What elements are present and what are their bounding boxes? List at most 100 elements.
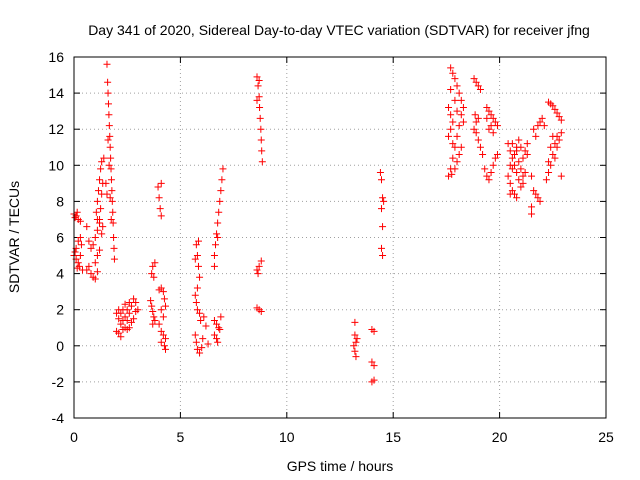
data-point [253,73,261,81]
data-point [547,143,555,151]
data-point [370,376,378,384]
data-point [557,116,565,124]
data-point [455,89,463,97]
data-point [557,172,565,180]
data-point [351,318,359,326]
data-point [508,187,516,195]
data-point [215,324,223,332]
data-point [483,114,491,122]
data-point [447,111,455,119]
data-point [123,306,131,314]
data-point [75,262,83,270]
data-point [97,205,105,213]
data-point [105,111,113,119]
data-point [253,266,261,274]
data-point [528,172,536,180]
data-point [73,208,81,216]
y-axis-label: SDTVAR / TECUs [6,181,22,293]
data-point [132,298,140,306]
data-point [91,259,99,267]
data-point [157,338,165,346]
data-point [483,104,491,112]
data-point [71,248,79,256]
data-point [85,262,93,270]
data-point [445,104,453,112]
data-point [105,122,113,130]
data-point [149,320,157,328]
data-point [218,176,226,184]
y-tick-label: 6 [56,230,64,246]
data-point [470,125,478,133]
data-point [485,107,493,115]
data-point [121,313,129,321]
data-point [470,75,478,83]
data-point [350,342,358,350]
data-point [506,161,514,169]
data-points [70,60,565,386]
data-point [219,165,227,173]
data-point [459,118,467,126]
data-point [193,345,201,353]
data-point [94,187,102,195]
data-point [457,111,465,119]
data-point [376,169,384,177]
data-point [538,114,546,122]
data-point [445,172,453,180]
data-point [523,140,531,148]
data-point [100,154,108,162]
data-point [96,246,104,254]
x-tick-label: 10 [279,429,295,445]
data-point [109,219,117,227]
data-point [254,270,262,278]
data-point [506,179,514,187]
data-point [353,335,361,343]
data-point [194,237,202,245]
data-point [97,165,105,173]
y-tick-label: 8 [56,193,64,209]
data-point [540,122,548,130]
data-point [515,158,523,166]
data-point [379,252,387,260]
data-point [104,89,112,97]
data-point [71,214,79,222]
data-point [485,176,493,184]
data-point [127,302,135,310]
data-point [523,150,531,158]
data-point [160,295,168,303]
data-point [352,353,360,361]
data-point [455,150,463,158]
data-point [532,132,540,140]
data-point [156,205,164,213]
data-point [519,179,527,187]
data-point [513,143,521,151]
data-point [253,304,261,312]
data-point [508,140,516,148]
data-point [127,318,135,326]
data-point [212,241,220,249]
data-point [506,190,514,198]
data-point [130,315,138,323]
data-point [534,194,542,202]
data-point [255,76,263,84]
x-tick-label: 15 [385,429,401,445]
data-point [155,194,163,202]
data-point [107,165,115,173]
data-point [253,96,261,104]
data-point [109,208,117,216]
data-point [380,197,388,205]
data-point [528,210,536,218]
data-point [191,331,199,339]
data-point [487,122,495,130]
data-point [103,60,111,68]
data-point [551,140,559,148]
data-point [159,331,167,339]
y-tick-label: 14 [48,85,64,101]
data-point [162,335,170,343]
data-point [485,125,493,133]
data-point [154,183,162,191]
data-point [99,223,107,231]
data-point [472,118,480,126]
data-point [98,230,106,238]
x-axis-label: GPS time / hours [287,458,394,474]
